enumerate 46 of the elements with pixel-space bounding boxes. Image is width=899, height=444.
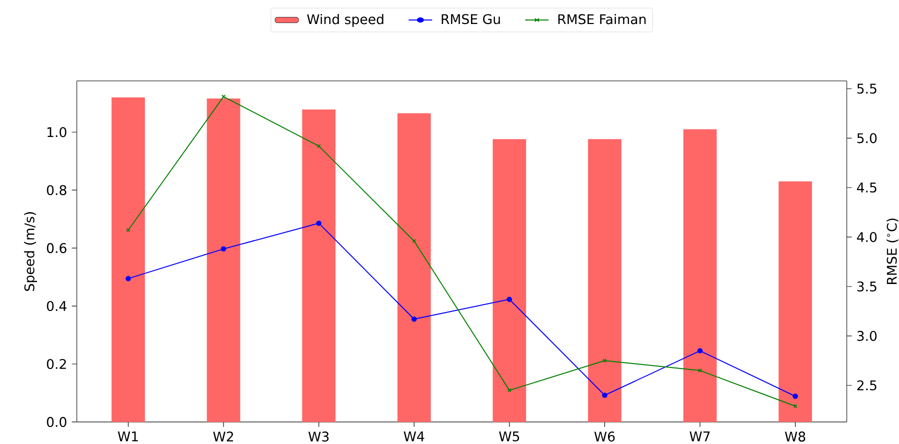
- point: [792, 394, 798, 400]
- y-tick-label: 0.6: [46, 243, 66, 254]
- y2-tick-label: 4.5: [856, 182, 876, 193]
- bar: [683, 129, 717, 422]
- x-tick-label: W5: [499, 432, 520, 442]
- y-tick-label: 1.0: [48, 127, 66, 138]
- y2-tick-label: 2.5: [857, 380, 876, 391]
- point: [222, 94, 226, 99]
- point: [698, 368, 702, 373]
- y2-tick-label: 5.5: [857, 84, 876, 94]
- x-tick-label: W3: [308, 432, 329, 442]
- point: [316, 220, 322, 226]
- legend-label: RMSE Faiman: [558, 14, 646, 24]
- legend-label: RMSE Gu: [442, 14, 500, 24]
- bar: [588, 139, 622, 422]
- x-tick-label: W7: [690, 432, 710, 442]
- bar: [778, 182, 812, 422]
- x-tick-label: W2: [213, 432, 234, 442]
- point: [126, 276, 131, 282]
- bar: [206, 98, 240, 422]
- point: [697, 348, 703, 354]
- legend-label: Wind speed: [307, 14, 384, 27]
- bar: [302, 110, 336, 422]
- y2-tick-label: 3.0: [857, 331, 877, 342]
- y-tick-label: 0.0: [46, 417, 66, 428]
- point: [412, 239, 416, 244]
- y2-tick-label: 5.0: [857, 133, 877, 144]
- x-tick-label: W1: [118, 432, 138, 442]
- y2-axis-title: RMSE ($^{∘}$C): [886, 218, 898, 284]
- y-tick-label: 0.2: [46, 359, 66, 370]
- y-tick-label: 0.8: [46, 185, 66, 196]
- bar: [112, 98, 145, 422]
- x-tick-label: W6: [594, 432, 615, 442]
- y2-tick-label: 3.5: [857, 282, 876, 292]
- y-axis-title: Speed (m/s): [24, 212, 37, 292]
- bar: [397, 113, 431, 422]
- point: [602, 358, 607, 363]
- bar: [492, 139, 526, 422]
- point: [411, 316, 417, 322]
- y2-tick-label: 4.0: [856, 232, 877, 242]
- point: [602, 392, 608, 398]
- point: [506, 296, 512, 302]
- y-tick-label: 0.4: [46, 301, 66, 312]
- x-tick-label: W8: [784, 432, 806, 442]
- x-tick-label: W4: [404, 432, 424, 442]
- point: [220, 246, 226, 252]
